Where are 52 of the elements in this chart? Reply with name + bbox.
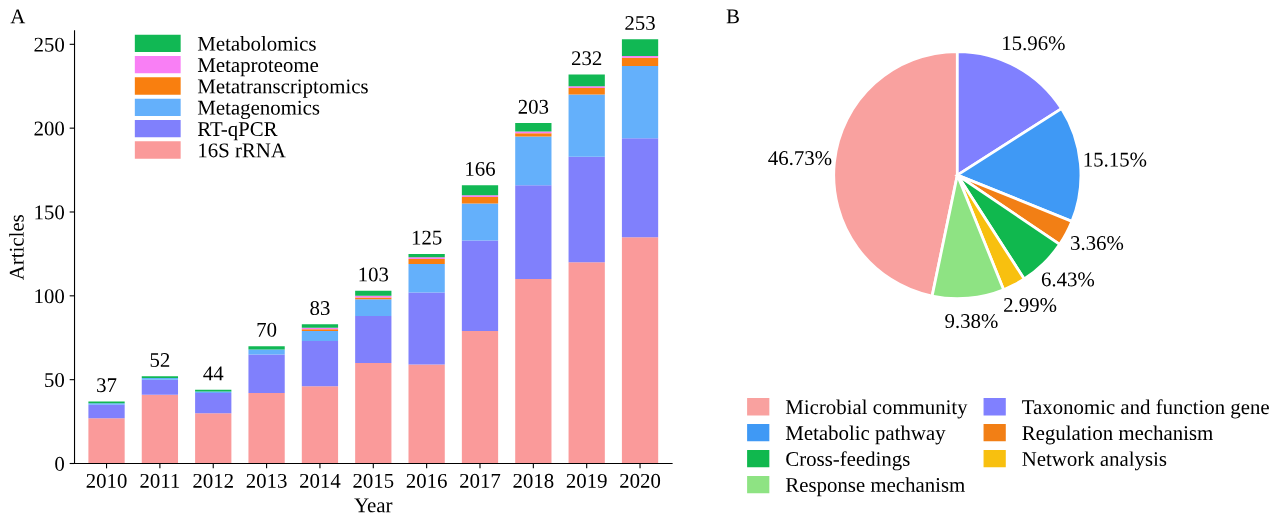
text: A	[10, 9, 26, 24]
x-tick-label: 2020	[620, 473, 661, 488]
legend-label: RT-qPCR	[197, 122, 278, 141]
legend-label: Metatranscriptomics	[197, 79, 368, 98]
x-tick-label: 2017	[460, 473, 501, 488]
legend-label: 16S rRNA	[199, 143, 286, 158]
legend-label: Metabolomics	[197, 36, 316, 51]
total-label: 52	[150, 353, 170, 368]
y-tick-label: 100	[35, 289, 65, 304]
total-label: 125	[412, 230, 442, 245]
x-tick-label: 2019	[566, 473, 607, 488]
total-label: 253	[625, 16, 655, 31]
data-label: 15.96%	[1003, 36, 1065, 51]
data-label: 6.43%	[1041, 272, 1095, 287]
legend-label: Taxonomic and function gene	[1022, 399, 1269, 419]
legend-label: Regulation mechanism	[1022, 425, 1213, 445]
x-tick-label: 2011	[140, 473, 180, 488]
total-label: 103	[359, 267, 389, 282]
x-tick-label: 2016	[406, 473, 447, 488]
x-tick-label: 2010	[86, 473, 127, 488]
y-tick-label: 200	[34, 121, 65, 136]
data-label: 46.73%	[768, 151, 832, 166]
x-tick-label: 2012	[193, 473, 233, 488]
legend-label: Response mechanism	[785, 477, 965, 497]
total-label: 37	[97, 378, 117, 393]
y-axis-title: Articles	[9, 214, 24, 280]
y-tick-label: 150	[35, 205, 65, 220]
y-tick-label: 50	[45, 373, 65, 388]
total-label: 70	[257, 322, 277, 337]
total-label: 44	[203, 366, 224, 381]
data-label: 2.99%	[1004, 297, 1057, 313]
total-label: 232	[571, 51, 602, 66]
legend-label: Network analysis	[1022, 451, 1167, 471]
legend-label: Microbial community	[785, 399, 968, 419]
data-label: 15.15%	[1084, 152, 1147, 167]
x-tick-label: 2018	[513, 473, 554, 488]
total-label: 166	[466, 161, 495, 176]
x-tick-label: 2015	[353, 473, 394, 488]
text: B	[726, 9, 739, 24]
x-axis-title: Year	[354, 498, 393, 513]
legend-label: Metabolic pathway	[785, 425, 946, 445]
legend-label: Cross-feedings	[786, 451, 910, 471]
data-label: 3.36%	[1071, 235, 1124, 251]
y-tick-label: 0	[55, 456, 65, 471]
total-label: 83	[310, 301, 330, 316]
total-label: 203	[518, 99, 549, 114]
x-tick-label: 2013	[246, 473, 287, 488]
legend-label: Metaproteome	[197, 58, 319, 77]
legend-label: Metagenomics	[197, 100, 320, 120]
y-tick-label: 250	[34, 37, 65, 52]
x-tick-label: 2014	[300, 473, 341, 488]
data-label: 9.38%	[945, 313, 998, 329]
